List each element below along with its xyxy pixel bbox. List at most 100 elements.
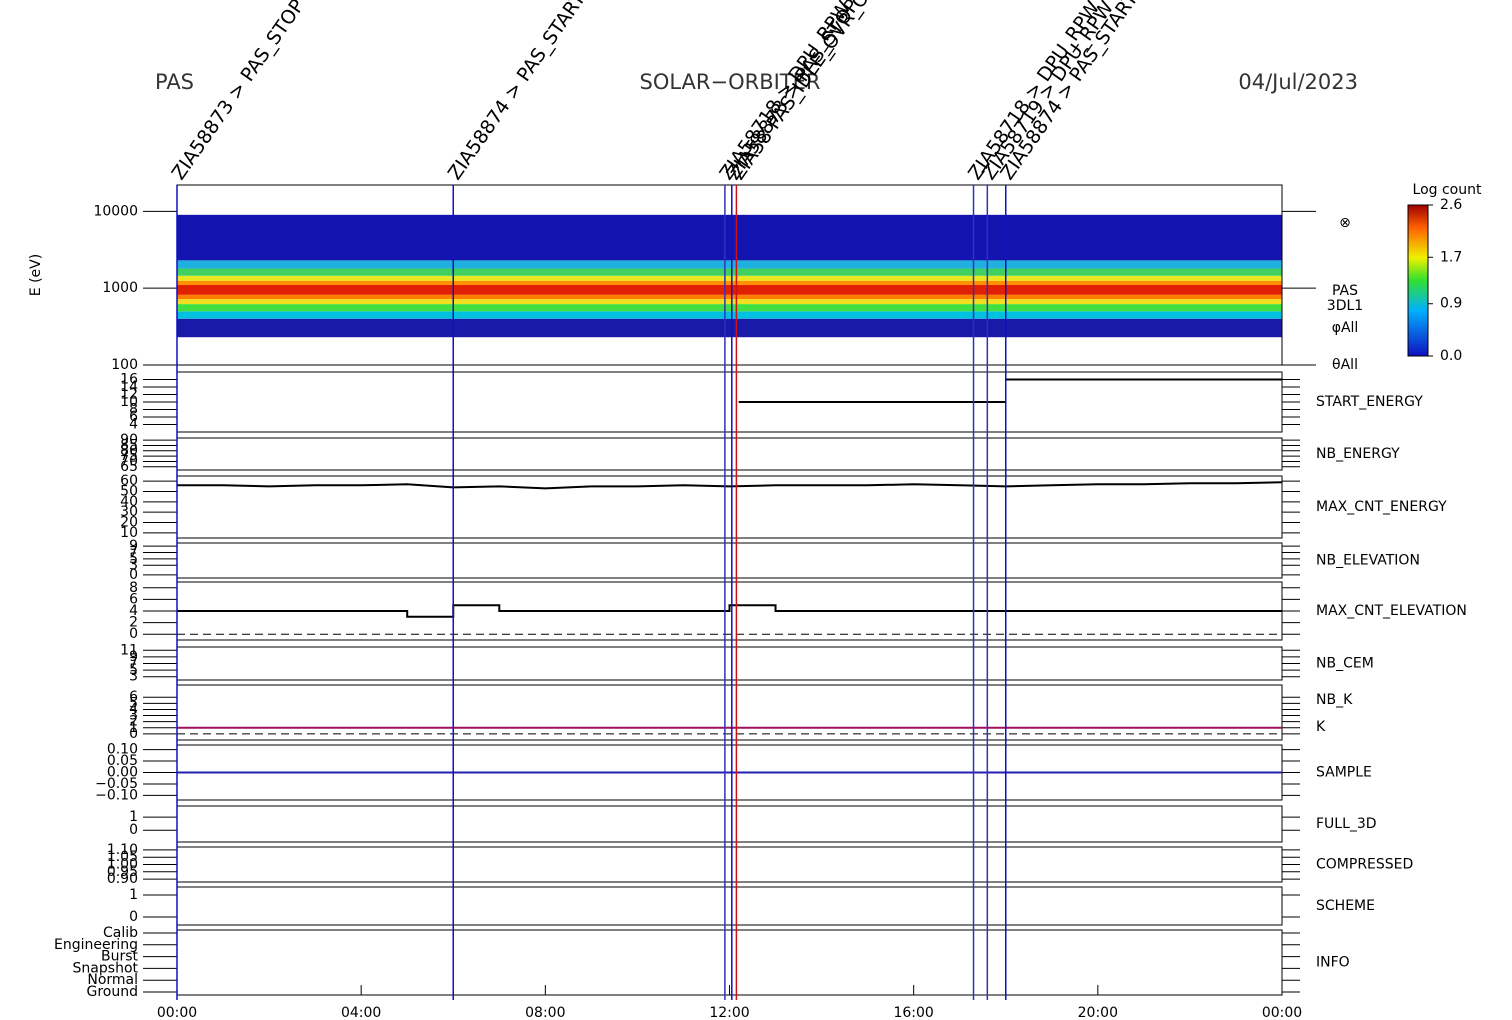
spectrogram-band [177,214,1282,261]
y-tick-label: 0.90 [107,871,138,887]
y-tick-label: 0 [129,567,138,583]
y-tick-label: 5 [129,551,138,567]
y-tick-label: 5 [129,695,138,711]
colorbar [1407,204,1429,357]
y-tick-label: Normal [87,972,138,988]
panel-label: NB_ENERGY [1316,446,1400,462]
y-tick-label: 6 [129,591,138,607]
spectrogram-band [177,268,1282,276]
y-tick-label: 60 [120,473,138,489]
y-tick-label: 4 [129,417,138,433]
y-tick-label: 8 [129,402,138,418]
x-tick-label: 04:00 [341,1005,381,1020]
y-tick-label: 10000 [93,203,138,219]
side-label: 3DL1 [1327,298,1363,314]
y-tick-label: 0.95 [107,864,138,880]
y-tick-label: 1 [129,720,138,736]
y-tick-label: Engineering [54,937,138,953]
y-tick-label: 8 [129,580,138,596]
y-tick-label: 20 [120,515,138,531]
y-tick-label: 4 [129,603,138,619]
spectrogram-band [177,318,1282,338]
event-label: ZIA58874 > PAS_START [444,0,590,184]
spectrogram-band [177,280,1282,285]
colorbar-tick-label: 2.6 [1440,197,1462,213]
y-tick-label: 6 [129,409,138,425]
y-tick-label: 0.10 [107,742,138,758]
y-tick-label: 7 [129,545,138,561]
side-label: θAll [1332,357,1358,373]
y-tick-label: 4 [129,701,138,717]
y-tick-label: 12 [120,387,138,403]
y-tick-label: 1000 [102,280,138,296]
y-tick-label: 1.10 [107,842,138,858]
x-tick-label: 00:00 [157,1005,197,1020]
y-tick-label: 7 [129,656,138,672]
y-tick-label: 1 [129,809,138,825]
y-tick-label: 1.00 [107,857,138,873]
y-tick-label: 10 [120,394,138,410]
panel-label: START_ENERGY [1316,394,1423,410]
y-tick-label: 14 [120,379,138,395]
panel-frame [176,684,1283,741]
panel-frame [176,805,1283,843]
colorbar-tick-label: 0.0 [1440,348,1462,364]
y-tick-label: 3 [129,557,138,573]
spectrogram-band [177,275,1282,281]
trace [177,481,1283,490]
y-tick-label: 11 [120,642,138,658]
y-tick-label: 0.05 [107,753,138,769]
side-label: φAll [1332,320,1359,336]
y-tick-label: 40 [120,494,138,510]
mission: SOLAR−ORBITER [639,70,820,94]
panel-label: COMPRESSED [1316,857,1413,873]
y-tick-label: 6 [129,689,138,705]
panel-frame [176,846,1283,883]
y-tick-label: 65 [120,459,138,475]
y-tick-label: 9 [129,649,138,665]
y-tick-label: 85 [120,437,138,453]
y-tick-label: 16 [120,372,138,388]
panel-label: MAX_CNT_ELEVATION [1316,603,1467,619]
y-tick-label: 100 [111,357,138,373]
panel-frame [176,542,1283,579]
y-tick-label: 5 [129,662,138,678]
panel-frame [176,886,1283,926]
y-tick-label: 50 [120,484,138,500]
x-tick-label: 20:00 [1078,1005,1118,1020]
side-label: ⊗ [1339,215,1351,231]
panel-label: INFO [1316,955,1350,971]
y-tick-label: 1.05 [107,849,138,865]
y-tick-label: 0 [129,909,138,925]
panel-label: NB_CEM [1316,656,1374,672]
colorbar-tick-label: 1.7 [1440,249,1462,265]
y-tick-label: 0 [129,726,138,742]
panel-label: FULL_3D [1316,816,1377,832]
panel-frame [176,371,1283,433]
instrument: PAS [155,70,194,94]
panel-frame [176,437,1283,471]
y-tick-label: 0.00 [107,765,138,781]
spectrogram-band [177,304,1282,312]
colorbar-title: Log count [1413,182,1482,198]
y-tick-label: 30 [120,504,138,520]
y-tick-label: 0 [129,626,138,642]
trace [177,604,1282,618]
side-label: PAS [1332,283,1358,299]
y-tick-label: 0 [129,822,138,838]
y-tick-label: Snapshot [73,960,139,976]
panel-label: SAMPLE [1316,765,1372,781]
panel-label: NB_ELEVATION [1316,553,1420,569]
panel-label: MAX_CNT_ENERGY [1316,499,1447,515]
panel-label: NB_K [1316,692,1353,708]
x-tick-label: 12:00 [709,1005,749,1020]
y-tick-label: −0.10 [95,787,138,803]
y-tick-label: 10 [120,525,138,541]
spectrogram-band [177,311,1282,319]
y-tick-label: Calib [103,925,138,941]
y-tick-label: 2 [129,714,138,730]
y-tick-label: 80 [120,443,138,459]
colorbar-tick-label: 0.9 [1440,296,1462,312]
x-tick-label: 08:00 [525,1005,565,1020]
